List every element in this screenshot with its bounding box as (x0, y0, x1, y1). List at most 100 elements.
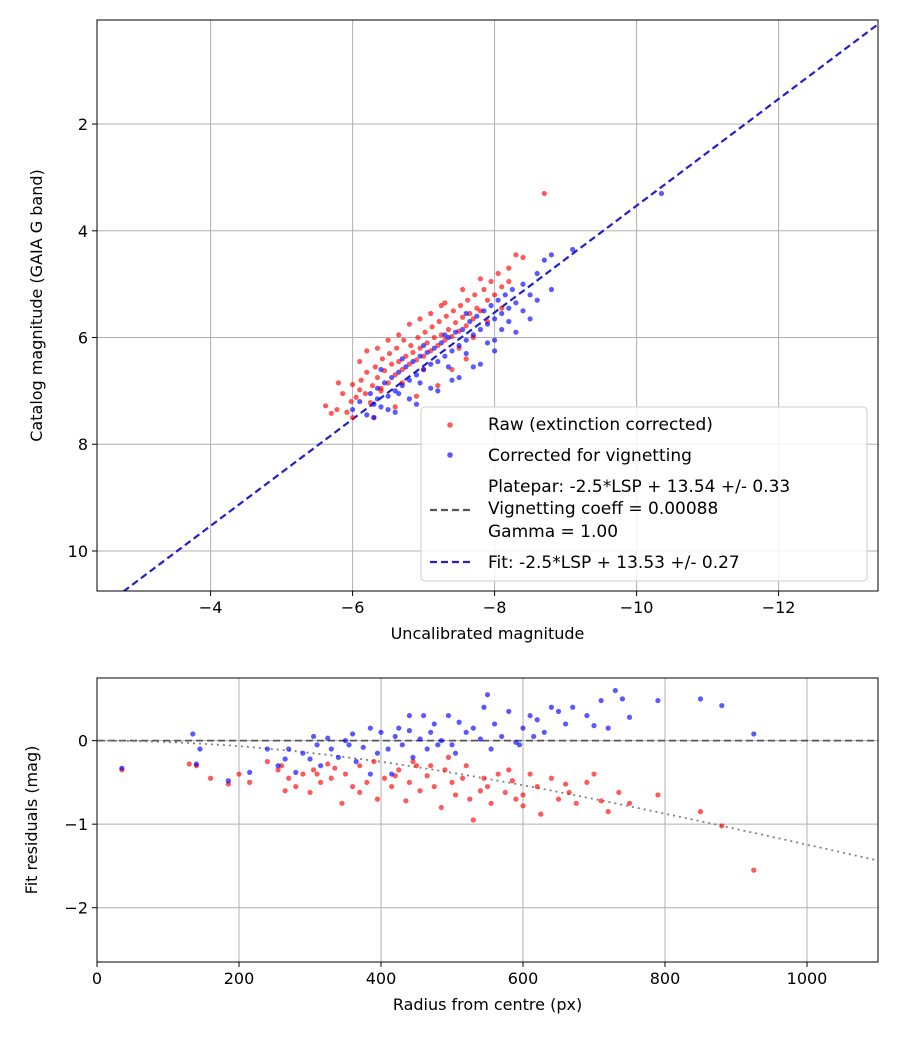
corrected-point (449, 377, 455, 383)
corrected-point (385, 406, 391, 413)
raw-point (381, 775, 388, 781)
corrected-point (513, 329, 519, 335)
raw-point (386, 350, 393, 357)
corrected-point (428, 729, 434, 735)
raw-point (403, 798, 409, 804)
raw-point (584, 779, 590, 786)
corrected-point (378, 729, 384, 735)
corrected-point (410, 754, 416, 760)
raw-point (431, 783, 437, 790)
corrected-point (484, 340, 491, 346)
corrected-point (506, 708, 512, 715)
corrected-point (300, 750, 306, 756)
raw-point (438, 302, 444, 309)
raw-point (334, 406, 340, 413)
corrected-point (534, 270, 540, 277)
raw-point (350, 381, 356, 388)
corrected-point (421, 712, 427, 719)
corrected-point (541, 257, 547, 263)
raw-point (435, 382, 441, 389)
corrected-point (392, 409, 398, 415)
x-tick-label: −6 (341, 598, 365, 617)
corrected-point (389, 374, 395, 381)
raw-point (371, 758, 377, 765)
corrected-point (193, 761, 199, 767)
corrected-point (421, 366, 427, 373)
corrected-point (431, 721, 437, 727)
corrected-point (353, 758, 359, 765)
corrected-point (531, 733, 537, 740)
corrected-point (751, 731, 757, 737)
corrected-point (293, 769, 299, 775)
raw-point (513, 252, 519, 258)
raw-point (335, 380, 341, 386)
corrected-point (119, 765, 125, 771)
raw-point (282, 788, 288, 794)
corrected-point (335, 754, 341, 760)
raw-point (598, 798, 604, 804)
plot-area (97, 687, 878, 873)
raw-point (318, 779, 324, 786)
raw-point (307, 789, 313, 796)
raw-point (449, 779, 455, 786)
corrected-point (570, 246, 576, 253)
corrected-point (452, 329, 459, 335)
corrected-point (456, 719, 462, 725)
raw-point (445, 754, 452, 760)
raw-point (449, 366, 455, 373)
raw-point (435, 342, 441, 349)
raw-point (328, 775, 334, 781)
corrected-point (364, 412, 370, 418)
corrected-point (463, 350, 469, 357)
raw-point (396, 767, 402, 773)
raw-point (364, 779, 370, 786)
raw-point (555, 796, 562, 802)
corrected-point (392, 388, 398, 394)
corrected-point (534, 717, 540, 723)
raw-point (328, 410, 334, 416)
raw-point (591, 771, 597, 777)
corrected-point (534, 297, 540, 303)
raw-point (385, 337, 391, 343)
raw-point (520, 803, 526, 809)
corrected-point (445, 712, 452, 719)
raw-point (442, 767, 448, 773)
corrected-point (460, 326, 466, 333)
corrected-point (470, 725, 476, 731)
axes-frame (96, 677, 879, 963)
raw-point (655, 792, 661, 798)
raw-point (484, 297, 491, 303)
corrected-point (318, 763, 324, 769)
raw-point (348, 398, 354, 405)
raw-point (460, 775, 466, 781)
corrected-point (445, 364, 452, 370)
corrected-point (477, 326, 483, 333)
raw-point (428, 310, 434, 317)
raw-point (401, 337, 407, 343)
corrected-point (190, 731, 196, 737)
corrected-point (342, 738, 349, 744)
corrected-point (442, 332, 448, 338)
raw-point (502, 789, 508, 796)
corrected-point (325, 735, 331, 741)
corrected-point (417, 736, 423, 742)
raw-point (369, 382, 376, 389)
corrected-point (463, 729, 469, 735)
corrected-point (435, 388, 441, 394)
raw-point (323, 403, 329, 409)
corrected-point (474, 313, 480, 319)
raw-point (513, 796, 519, 802)
corrected-point (499, 310, 505, 317)
corrected-point (555, 708, 562, 715)
corrected-point (428, 361, 434, 367)
corrected-point (399, 742, 405, 748)
corrected-point (477, 361, 483, 367)
raw-point (697, 809, 704, 815)
raw-point (408, 342, 414, 349)
corrected-point (307, 756, 313, 762)
raw-point (442, 337, 448, 343)
raw-point (445, 326, 452, 333)
corrected-point (484, 321, 491, 327)
legend-label-vignetting: Vignetting coeff = 0.00088 (488, 499, 718, 519)
raw-point (463, 356, 469, 362)
